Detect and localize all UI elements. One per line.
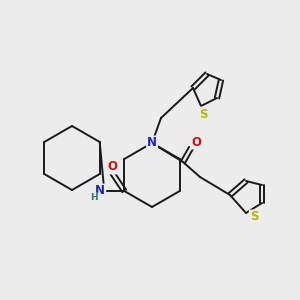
Text: O: O (107, 160, 117, 173)
Text: N: N (147, 136, 157, 149)
Text: S: S (250, 211, 258, 224)
Text: O: O (191, 136, 201, 148)
Text: N: N (95, 184, 105, 197)
Text: H: H (91, 194, 98, 202)
Text: S: S (199, 107, 207, 121)
